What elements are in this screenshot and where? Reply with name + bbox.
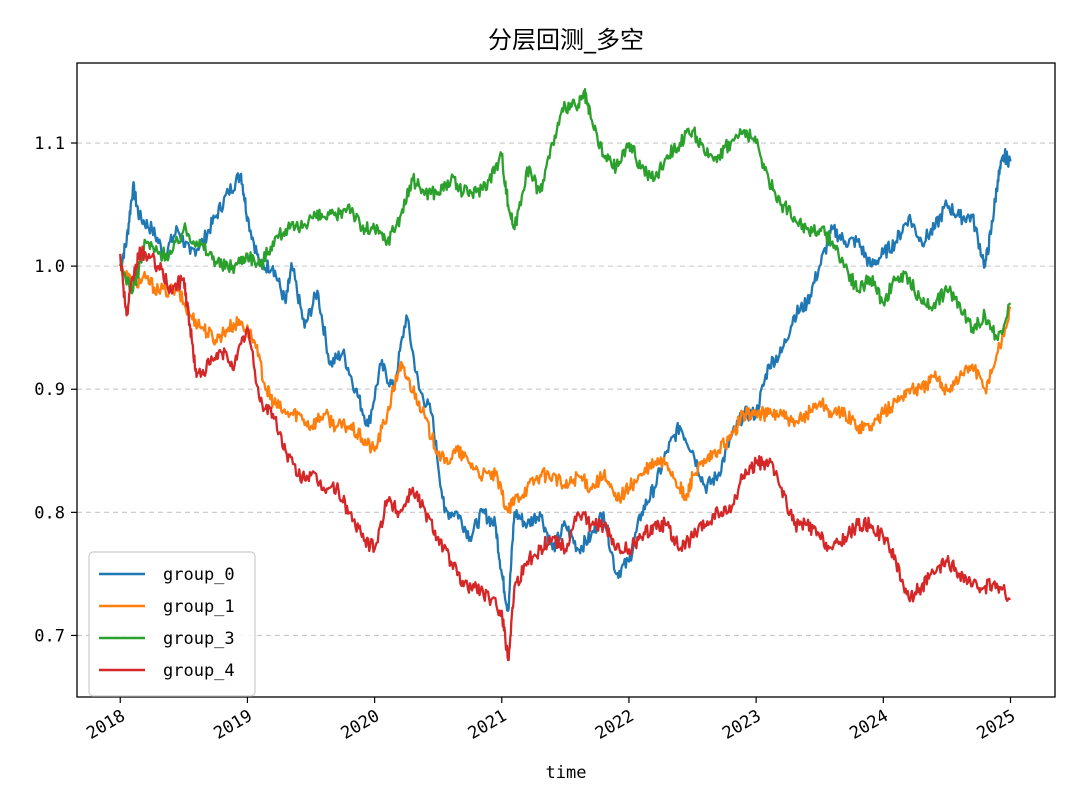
y-tick-label: 1.0	[34, 257, 65, 277]
series-line-group_0	[119, 147, 1012, 612]
y-axis: 0.7 0.8 0.9 1.0 1.1	[34, 134, 77, 646]
series-line-group_1	[119, 263, 1012, 515]
y-tick-label: 1.1	[34, 134, 65, 154]
series-lines	[119, 88, 1012, 662]
x-axis-label: time	[546, 763, 587, 783]
legend-label-group_1: group_1	[163, 597, 235, 617]
series-line-group_3	[119, 88, 1012, 342]
legend-label-group_3: group_3	[163, 629, 235, 649]
plot-frame	[76, 62, 1056, 698]
legend-box	[88, 551, 256, 697]
y-tick-label: 0.9	[34, 380, 65, 400]
chart-title: 分层回测_多空	[488, 26, 644, 54]
y-tick-label: 0.7	[34, 626, 65, 646]
legend-label-group_4: group_4	[163, 661, 235, 681]
series-line-group_4	[119, 245, 1011, 662]
y-tick-label: 0.8	[34, 503, 65, 523]
legend-label-group_0: group_0	[163, 565, 235, 585]
legend: group_0 group_1 group_3 group_4	[88, 551, 256, 697]
